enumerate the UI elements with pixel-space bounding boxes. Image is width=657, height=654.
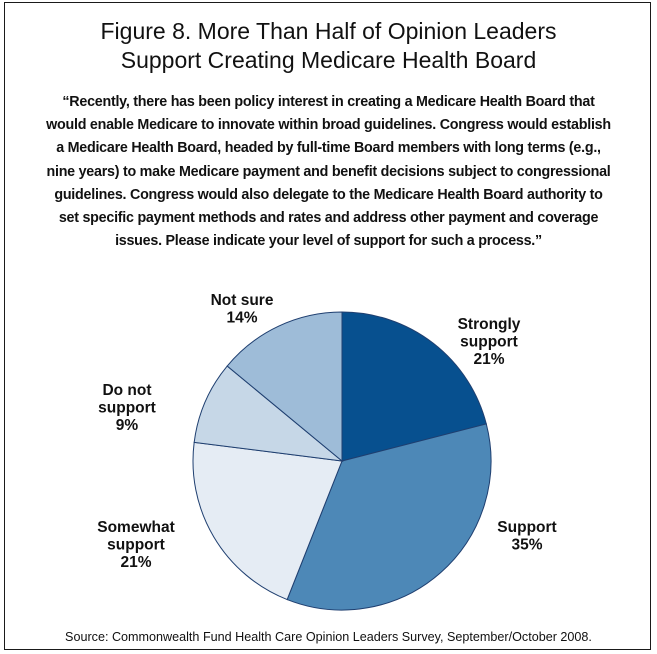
pie-slice-1 — [286, 423, 492, 611]
survey-question-line-4: nine years) to make Medicare payment and… — [46, 163, 611, 180]
pie-category-label: support — [98, 400, 156, 417]
survey-question-line-6: set specific payment methods and rates a… — [58, 210, 599, 227]
chart-title-line-2: Support Creating Medicare Health Board — [120, 47, 537, 73]
pie-label-4: Not sure 14% — [211, 292, 274, 327]
survey-question-line-1: “Recently, there has been policy interes… — [62, 94, 595, 110]
pie-slice-0 — [341, 311, 487, 462]
figure-frame: Figure 8. More Than Half of Opinion Lead… — [4, 2, 651, 650]
pie-category-label: Support — [497, 519, 556, 536]
pie-chart: Strongly support 21%Support 35%Somewhat supp… — [97, 292, 557, 611]
pie-value-label: 21% — [473, 351, 504, 368]
pie-category-label: Strongly — [458, 316, 521, 333]
pie-category-label: Do not — [102, 382, 151, 399]
pie-label-2: Somewhat support 21% — [97, 519, 175, 571]
pie-category-label: support — [460, 334, 518, 351]
source-note: Source: Commonwealth Fund Health Care Op… — [65, 630, 592, 644]
pie-category-label: Not sure — [211, 292, 274, 309]
pie-value-label: 21% — [120, 554, 151, 571]
survey-question-line-3: a Medicare Health Board, headed by full-… — [56, 140, 601, 157]
pie-slice-2 — [192, 441, 343, 601]
pie-value-label: 9% — [116, 417, 139, 434]
pie-value-label: 14% — [226, 310, 257, 327]
survey-question-line-5: guidelines. Congress would also delegate… — [54, 186, 603, 203]
pie-value-label: 35% — [511, 537, 542, 554]
chart-title-line-1: Figure 8. More Than Half of Opinion Lead… — [100, 18, 557, 44]
pie-slice-4 — [226, 311, 343, 463]
pie-category-label: support — [107, 537, 165, 554]
survey-question-line-7: issues. Please indicate your level of su… — [115, 233, 542, 250]
chart-title: Figure 8. More Than Half of Opinion Lead… — [5, 17, 652, 75]
pie-category-label: Somewhat — [97, 519, 175, 536]
survey-question-line-2: would enable Medicare to innovate within… — [46, 117, 611, 134]
pie-label-3: Do not support 9% — [98, 382, 156, 434]
pie-label-1: Support 35% — [497, 519, 556, 554]
pie-label-0: Strongly support 21% — [458, 316, 521, 368]
pie-slice-3 — [193, 365, 344, 462]
survey-question: “Recently, there has been policy interes… — [5, 91, 652, 253]
